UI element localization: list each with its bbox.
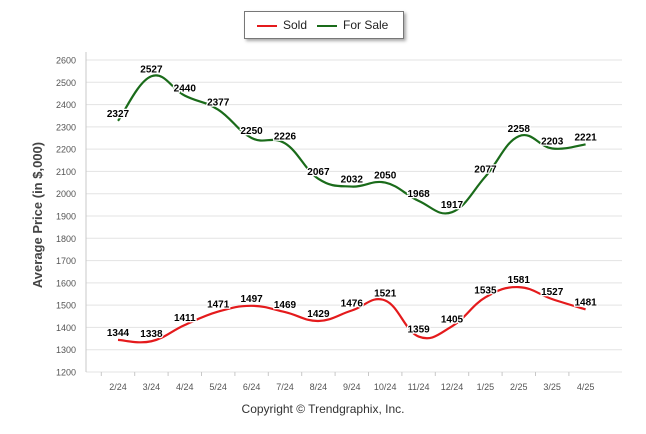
copyright-text: Copyright © Trendgraphix, Inc. bbox=[241, 402, 405, 416]
data-label-for-sale: 2203 bbox=[541, 136, 564, 147]
data-label-for-sale: 2221 bbox=[574, 132, 597, 143]
data-label-for-sale: 2032 bbox=[341, 175, 364, 186]
data-label-for-sale: 2377 bbox=[207, 98, 230, 109]
data-label-for-sale: 2077 bbox=[474, 165, 497, 176]
x-tick-label: 10/24 bbox=[374, 382, 397, 392]
legend: Sold For Sale bbox=[244, 11, 404, 39]
data-label-for-sale: 2226 bbox=[274, 131, 297, 142]
x-tick-label: 6/24 bbox=[243, 382, 261, 392]
y-tick-label: 1700 bbox=[56, 256, 76, 266]
data-labels: 1344 1338 1411 1471 1497 1469 1429 1476 1521 1359… bbox=[106, 63, 599, 341]
x-tick-label: 3/24 bbox=[143, 382, 161, 392]
data-label-sold: 1521 bbox=[374, 288, 397, 299]
x-tick-label: 9/24 bbox=[343, 382, 361, 392]
data-label-sold: 1471 bbox=[207, 300, 230, 311]
data-label-sold: 1497 bbox=[240, 294, 263, 305]
x-tick-label: 3/25 bbox=[543, 382, 561, 392]
legend-label-for-sale: For Sale bbox=[343, 18, 389, 32]
x-tick-label: 2/24 bbox=[109, 382, 127, 392]
data-label-sold: 1581 bbox=[508, 275, 531, 286]
data-label-sold: 1476 bbox=[341, 298, 364, 309]
x-tick-label: 4/25 bbox=[577, 382, 595, 392]
y-tick-label: 2600 bbox=[56, 56, 76, 66]
data-label-sold: 1469 bbox=[274, 300, 297, 311]
data-label-sold: 1429 bbox=[307, 309, 330, 320]
x-tick-label: 7/24 bbox=[276, 382, 294, 392]
data-label-for-sale: 2050 bbox=[374, 171, 397, 182]
y-tick-label: 2400 bbox=[56, 100, 76, 110]
y-tick-label: 2000 bbox=[56, 189, 76, 199]
data-label-sold: 1405 bbox=[441, 314, 464, 325]
x-tick-label: 11/24 bbox=[408, 382, 430, 392]
data-label-sold: 1338 bbox=[140, 329, 163, 340]
data-label-for-sale: 2258 bbox=[508, 124, 531, 135]
series bbox=[117, 74, 586, 344]
data-label-sold: 1535 bbox=[474, 285, 497, 296]
legend-swatch-for-sale bbox=[317, 25, 337, 27]
x-tick-label: 2/25 bbox=[510, 382, 528, 392]
x-tick-label: 5/24 bbox=[209, 382, 227, 392]
x-tick-label: 4/24 bbox=[176, 382, 194, 392]
data-label-for-sale: 1968 bbox=[407, 189, 430, 200]
data-label-sold: 1359 bbox=[407, 325, 430, 336]
y-axis-label: Average Price (in $,000) bbox=[30, 142, 45, 288]
legend-swatch-sold bbox=[257, 25, 277, 27]
series-line-for-sale bbox=[117, 74, 586, 215]
axes: 1200 1300 1400 1500 1600 1700 1800 1900 2000 2100… bbox=[56, 52, 594, 392]
y-tick-label: 1400 bbox=[56, 323, 76, 333]
x-tick-label: 12/24 bbox=[441, 382, 464, 392]
series-line-sold bbox=[117, 285, 586, 344]
x-tick-label: 1/25 bbox=[477, 382, 495, 392]
y-tick-label: 2500 bbox=[56, 78, 76, 88]
data-label-for-sale: 2327 bbox=[107, 109, 130, 120]
data-label-sold: 1344 bbox=[107, 328, 130, 339]
y-tick-label: 1500 bbox=[56, 301, 76, 311]
data-label-sold: 1481 bbox=[574, 297, 597, 308]
x-tick-label: 8/24 bbox=[310, 382, 328, 392]
y-tick-label: 1200 bbox=[56, 368, 76, 378]
data-label-for-sale: 2440 bbox=[174, 84, 197, 95]
y-tick-label: 2100 bbox=[56, 167, 76, 177]
y-tick-label: 1800 bbox=[56, 234, 76, 244]
y-tick-label: 2200 bbox=[56, 145, 76, 155]
data-label-sold: 1411 bbox=[174, 313, 196, 324]
data-label-for-sale: 2250 bbox=[240, 126, 263, 137]
y-tick-label: 1600 bbox=[56, 278, 76, 288]
y-tick-label: 1300 bbox=[56, 345, 76, 355]
grid bbox=[86, 59, 622, 373]
legend-label-sold: Sold bbox=[283, 18, 308, 32]
data-label-for-sale: 2067 bbox=[307, 167, 330, 178]
data-label-for-sale: 2527 bbox=[140, 64, 163, 75]
data-label-sold: 1527 bbox=[541, 287, 564, 298]
y-tick-label: 2300 bbox=[56, 122, 76, 132]
data-label-for-sale: 1917 bbox=[441, 200, 464, 211]
y-tick-label: 1900 bbox=[56, 212, 76, 222]
